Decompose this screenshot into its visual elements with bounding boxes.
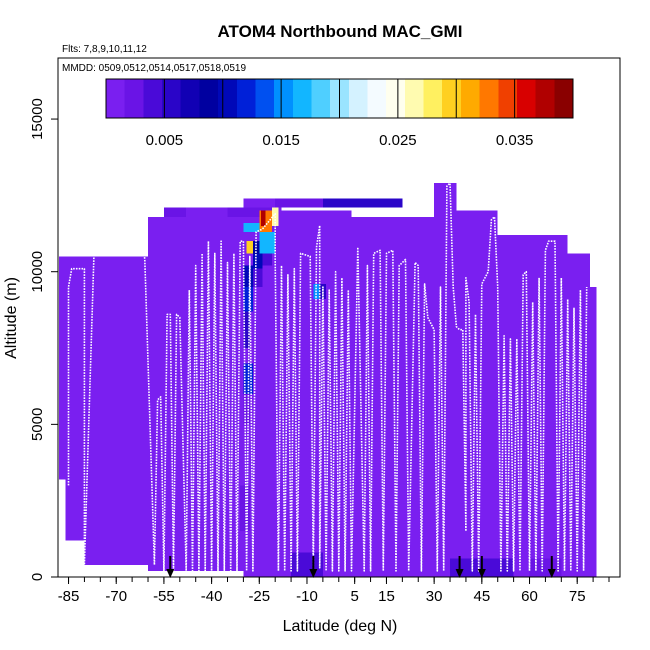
heatmap-patch (275, 198, 355, 208)
colorbar-swatch (143, 79, 163, 118)
heatmap-patch (252, 253, 263, 269)
x-tick-label: 5 (350, 588, 358, 605)
chart-title: ATOM4 Northbound MAC_GMI (218, 22, 463, 41)
x-tick-label: 60 (521, 588, 538, 605)
heatmap-patch (262, 253, 273, 266)
heatmap-patch (243, 222, 260, 233)
colorbar-swatch (442, 79, 462, 118)
x-tick-label: -40 (201, 588, 223, 605)
heatmap-patch (246, 241, 253, 254)
flight-tracks-layer (67, 182, 588, 572)
y-tick-label: 10000 (29, 251, 46, 293)
x-tick-label: -70 (105, 588, 127, 605)
colorbar-swatch (199, 79, 219, 118)
colorbar-swatch (535, 79, 555, 118)
colorbar-swatch (348, 79, 369, 118)
colorbar-swatch (367, 79, 387, 118)
heatmap-patch (243, 393, 250, 425)
heatmap-patch (243, 286, 253, 312)
y-tick-label: 0 (29, 573, 46, 581)
flight-track (67, 212, 321, 572)
arrow-markers (166, 556, 556, 578)
x-axis-label: Latitude (deg N) (283, 618, 398, 635)
heatmap-cell (59, 256, 85, 480)
heatmap-patch (252, 268, 263, 287)
colorbar-swatch (554, 79, 574, 118)
y-tick-label: 5000 (29, 408, 46, 441)
x-axis: -85 -70 -55 -40 -25 -10 5 15 30 45 60 75 (58, 577, 610, 605)
heatmap-patch (243, 311, 250, 349)
heatmap-cell (84, 256, 149, 565)
colorbar-swatch (386, 79, 406, 118)
colorbar-tick-label: 0.015 (262, 132, 300, 149)
colorbar-tick-label: 0.035 (496, 132, 534, 149)
y-tick-label: 15000 (29, 98, 46, 140)
heatmap-patch (529, 558, 562, 577)
dates-label: MMDD: 0509,0512,0514,0517,0518,0519 (62, 63, 246, 74)
flights-label: Flts: 7,8,9,10,11,12 (62, 44, 147, 55)
colorbar-swatch (423, 79, 443, 118)
heatmap-patch (252, 241, 260, 254)
colorbar-swatch (516, 79, 537, 118)
colorbar-swatch (124, 79, 144, 118)
heatmap-patch (418, 540, 460, 559)
colorbar: 0.005 0.015 0.025 0.035 (105, 78, 574, 149)
colorbar-swatch (311, 79, 331, 118)
colorbar-swatch (292, 79, 313, 118)
colorbar-swatch (274, 79, 294, 118)
x-tick-label: 45 (473, 588, 490, 605)
arrow-head (477, 569, 486, 578)
colorbar-swatch (498, 79, 518, 118)
colorbar-swatch (218, 79, 238, 118)
arrow-head (166, 569, 175, 578)
arrow-head (455, 569, 464, 578)
colorbar-swatch (236, 79, 257, 118)
heatmap-patch (252, 286, 260, 425)
heatmap-cell (65, 479, 85, 541)
x-tick-label: 75 (569, 588, 586, 605)
arrow-head (547, 569, 556, 578)
colorbar-tick-label: 0.025 (379, 132, 417, 149)
colorbar-tick-label: 0.005 (146, 132, 184, 149)
heatmap-patch (291, 552, 323, 577)
heatmap-patch (122, 454, 133, 547)
heatmap-cell (589, 286, 597, 577)
flight-track (318, 182, 588, 572)
colorbar-swatch (180, 79, 200, 118)
colorbar-swatch (162, 79, 182, 118)
colorbar-swatch (460, 79, 481, 118)
colorbar-swatch (106, 79, 126, 118)
x-tick-label: 30 (426, 588, 443, 605)
heatmap-patch (259, 232, 276, 254)
x-tick-label: -55 (153, 588, 175, 605)
y-axis: 0 5000 10000 15000 (29, 98, 58, 581)
y-axis-label: Altitude (m) (3, 277, 20, 359)
heatmap-patch (260, 210, 266, 226)
arrow-head (309, 569, 318, 578)
colorbar-swatch (404, 79, 425, 118)
heatmap-patch (240, 485, 250, 532)
colorbar-swatch (255, 79, 275, 118)
heatmap-patch (186, 207, 228, 217)
heatmap-patch (322, 198, 403, 208)
heatmap-patch (243, 265, 253, 287)
x-tick-label: -85 (58, 588, 80, 605)
x-tick-label: -25 (248, 588, 270, 605)
x-tick-label: 15 (378, 588, 395, 605)
x-tick-label: -10 (296, 588, 318, 605)
colorbar-swatch (479, 79, 499, 118)
